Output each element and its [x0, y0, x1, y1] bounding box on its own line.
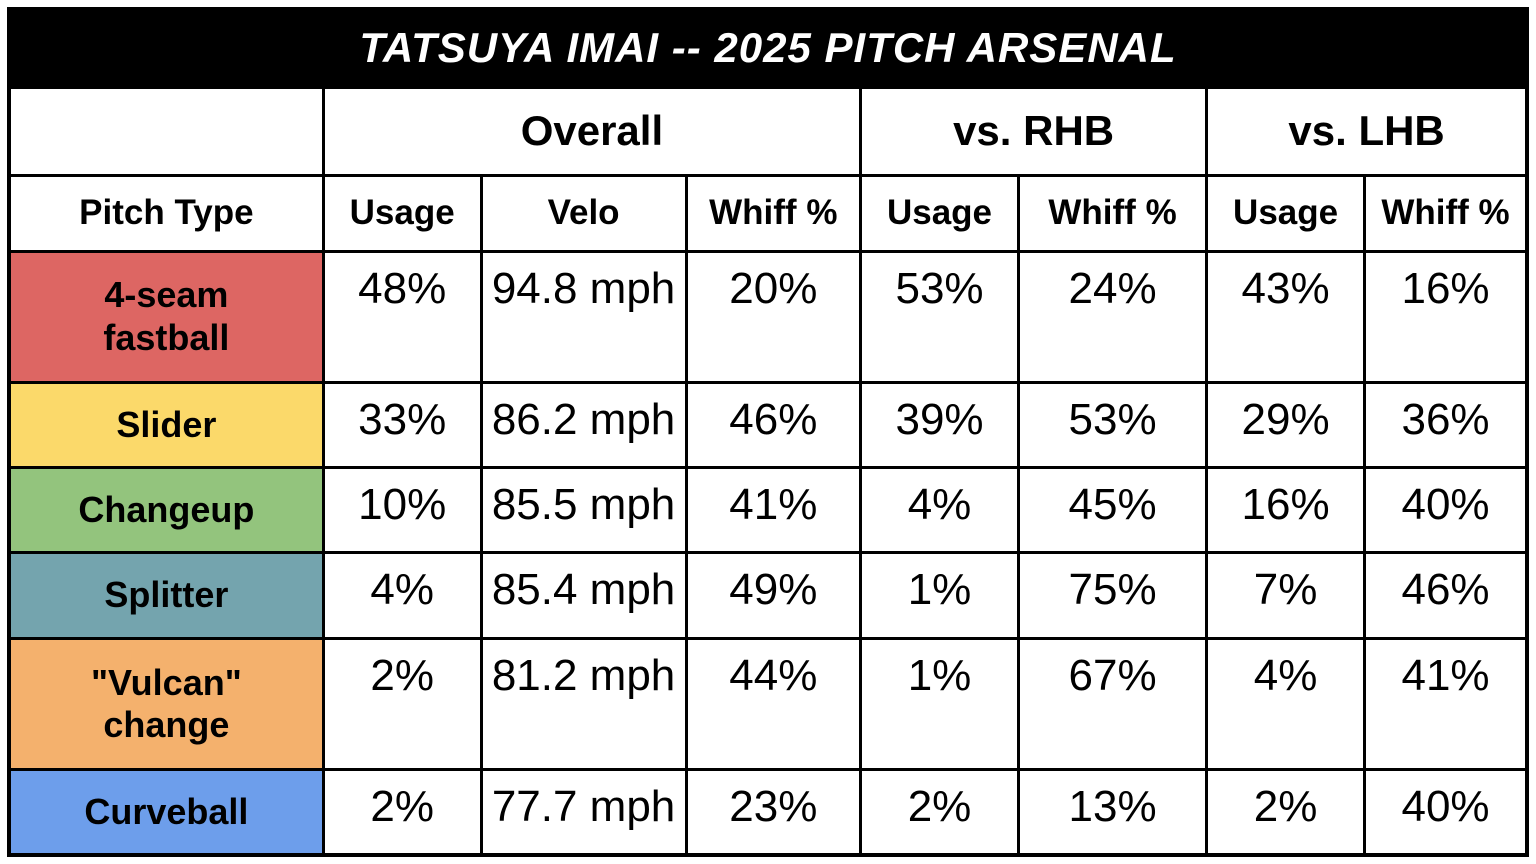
stat-value: 16%: [1363, 249, 1529, 384]
stat-value: 53%: [859, 249, 1020, 384]
stat-value: 2%: [321, 636, 483, 772]
pitch-label: "Vulcan" change: [7, 636, 325, 772]
column-header-row: Pitch Type Usage Velo Whiff % Usage Whif…: [7, 173, 1529, 253]
column-header-whiff-lhb: Whiff %: [1363, 173, 1529, 253]
stat-value: 46%: [684, 380, 863, 470]
pitch-row-changeup: Changeup 10% 85.5 mph 41% 4% 45% 16% 40%: [7, 466, 1529, 555]
column-header-usage-rhb: Usage: [859, 173, 1020, 253]
column-header-whiff-rhb: Whiff %: [1016, 173, 1209, 253]
pitch-label: Curveball: [7, 768, 325, 857]
stat-value: 44%: [684, 636, 863, 772]
column-header-pitch-type: Pitch Type: [7, 173, 325, 253]
stat-value: 40%: [1363, 768, 1529, 857]
stat-value: 75%: [1016, 551, 1209, 640]
group-header-lhb: vs. LHB: [1205, 85, 1529, 177]
pitch-row-curveball: Curveball 2% 77.7 mph 23% 2% 13% 2% 40%: [7, 768, 1529, 857]
column-header-usage-overall: Usage: [321, 173, 483, 253]
stat-value: 10%: [321, 466, 483, 555]
pitch-row-vulcan-change: "Vulcan" change 2% 81.2 mph 44% 1% 67% 4…: [7, 636, 1529, 772]
column-header-whiff-overall: Whiff %: [684, 173, 863, 253]
stat-value: 24%: [1016, 249, 1209, 384]
stat-value: 16%: [1205, 466, 1367, 555]
stat-value: 40%: [1363, 466, 1529, 555]
stat-value: 4%: [859, 466, 1020, 555]
title-row: TATSUYA IMAI -- 2025 PITCH ARSENAL: [7, 7, 1529, 89]
stat-value: 20%: [684, 249, 863, 384]
stat-value: 85.4 mph: [479, 551, 688, 640]
stat-value: 85.5 mph: [479, 466, 688, 555]
stat-value: 41%: [684, 466, 863, 555]
stat-value: 29%: [1205, 380, 1367, 470]
stat-value: 41%: [1363, 636, 1529, 772]
column-header-velo: Velo: [479, 173, 688, 253]
stat-value: 39%: [859, 380, 1020, 470]
pitch-label: Splitter: [7, 551, 325, 640]
pitch-row-4-seam-fastball: 4-seam fastball 48% 94.8 mph 20% 53% 24%…: [7, 249, 1529, 384]
stat-value: 2%: [1205, 768, 1367, 857]
table-title: TATSUYA IMAI -- 2025 PITCH ARSENAL: [7, 7, 1529, 89]
stat-value: 13%: [1016, 768, 1209, 857]
pitch-label: Slider: [7, 380, 325, 470]
stat-value: 94.8 mph: [479, 249, 688, 384]
stat-value: 4%: [1205, 636, 1367, 772]
stat-value: 1%: [859, 551, 1020, 640]
stat-value: 48%: [321, 249, 483, 384]
stat-value: 23%: [684, 768, 863, 857]
pitch-label: 4-seam fastball: [7, 249, 325, 384]
stat-value: 2%: [859, 768, 1020, 857]
stat-value: 43%: [1205, 249, 1367, 384]
pitch-arsenal-table: TATSUYA IMAI -- 2025 PITCH ARSENAL Overa…: [7, 7, 1529, 857]
group-header-rhb: vs. RHB: [859, 85, 1209, 177]
stat-value: 1%: [859, 636, 1020, 772]
stat-value: 45%: [1016, 466, 1209, 555]
stat-value: 81.2 mph: [479, 636, 688, 772]
stat-value: 67%: [1016, 636, 1209, 772]
stat-value: 46%: [1363, 551, 1529, 640]
stat-value: 49%: [684, 551, 863, 640]
stat-value: 33%: [321, 380, 483, 470]
stat-value: 53%: [1016, 380, 1209, 470]
stat-value: 2%: [321, 768, 483, 857]
stat-value: 77.7 mph: [479, 768, 688, 857]
pitch-row-splitter: Splitter 4% 85.4 mph 49% 1% 75% 7% 46%: [7, 551, 1529, 640]
stat-value: 4%: [321, 551, 483, 640]
pitch-label: Changeup: [7, 466, 325, 555]
pitch-row-slider: Slider 33% 86.2 mph 46% 39% 53% 29% 36%: [7, 380, 1529, 470]
group-header-overall: Overall: [321, 85, 863, 177]
group-header-row: Overall vs. RHB vs. LHB: [7, 85, 1529, 177]
stat-value: 36%: [1363, 380, 1529, 470]
column-header-usage-lhb: Usage: [1205, 173, 1367, 253]
stat-value: 7%: [1205, 551, 1367, 640]
group-header-blank: [7, 85, 325, 177]
stat-value: 86.2 mph: [479, 380, 688, 470]
